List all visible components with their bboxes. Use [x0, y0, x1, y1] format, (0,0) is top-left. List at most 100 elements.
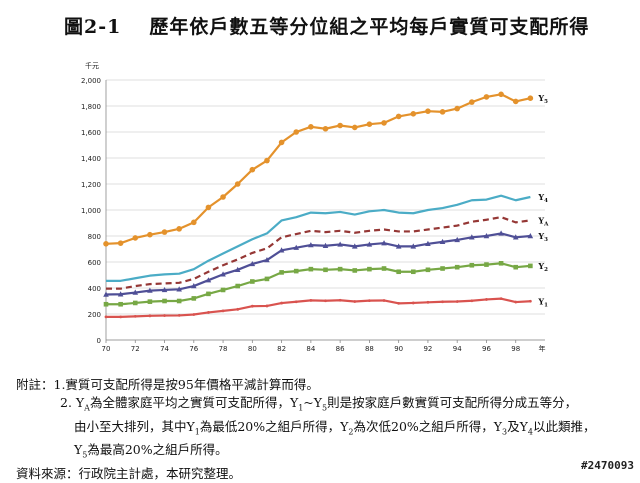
x-tick-label: 94: [453, 345, 462, 353]
note-text: 為次低20%之組戶所得，Y: [353, 418, 503, 434]
note-2-line-2: 由小至大排列，其中Y1為最低20%之組戶所得，Y2為次低20%之組戶所得，Y3及…: [16, 418, 596, 442]
data-point: [455, 300, 459, 303]
data-point: [308, 242, 314, 248]
series-label-subscript: 1: [544, 302, 548, 308]
x-tick-label: 80: [248, 345, 257, 353]
data-point: [514, 300, 518, 304]
data-point: [382, 299, 386, 302]
data-point: [410, 243, 417, 249]
data-point: [119, 315, 123, 319]
series-line-y4: [106, 194, 531, 282]
data-point: [221, 309, 225, 313]
data-point: [454, 264, 460, 270]
data-point: [337, 241, 343, 247]
series-label-y2: Y2: [537, 261, 548, 273]
x-tick-label: 76: [189, 345, 198, 353]
data-point: [528, 263, 533, 269]
x-tick-label: 96: [482, 345, 491, 353]
x-tick-label: 84: [306, 345, 315, 353]
data-point: [163, 314, 166, 317]
data-point: [512, 98, 519, 105]
data-point: [308, 124, 314, 130]
data-point: [381, 120, 387, 126]
x-tick-label: 92: [423, 345, 432, 353]
data-point: [265, 304, 269, 308]
series-label-y4: Y4: [537, 192, 548, 204]
data-point: [235, 283, 240, 289]
y-tick-label: 600: [88, 259, 101, 267]
data-point: [161, 229, 168, 235]
x-tick-label: 90: [394, 345, 403, 353]
data-point: [234, 181, 241, 187]
data-point: [206, 291, 211, 297]
note-sub: 4: [527, 427, 533, 436]
data-point: [498, 91, 504, 98]
data-point: [147, 287, 153, 293]
id-stamp: #2470093: [581, 459, 634, 472]
note-text: Y: [74, 442, 83, 457]
data-point: [483, 233, 490, 239]
data-point: [483, 94, 490, 100]
data-point: [176, 298, 182, 304]
series-label-subscript: 3: [544, 237, 548, 243]
data-point: [264, 257, 270, 263]
chart-notes: 附註：1.實質可支配所得是按95年價格平減計算而得。 2. YA為全體家庭平均之…: [16, 376, 596, 483]
data-point: [498, 230, 504, 236]
data-point: [366, 121, 373, 127]
data-point: [308, 266, 314, 272]
data-point: [528, 299, 532, 303]
data-point: [103, 291, 109, 297]
x-tick-label: 70: [102, 345, 111, 353]
series-line-y2: [106, 262, 531, 306]
source-note: 資料來源：行政院主計處，本研究整理。: [16, 465, 242, 481]
data-point: [426, 300, 430, 304]
note-2-line-1: 2. YA為全體家庭平均之實質可支配所得，Y1~Y5則是按家庭戶數實質可支配所得…: [16, 394, 596, 418]
data-point: [132, 300, 138, 306]
data-point: [469, 262, 475, 268]
data-point: [366, 241, 373, 247]
data-point: [396, 269, 401, 275]
note-1: 附註：1.實質可支配所得是按95年價格平減計算而得。: [16, 377, 319, 392]
series-label-ya: YA: [537, 215, 549, 227]
data-point: [234, 266, 241, 272]
data-point: [454, 236, 460, 243]
series-line-y1: [106, 297, 531, 318]
series-label-y5: Y5: [537, 93, 548, 105]
data-point: [527, 95, 534, 101]
data-point: [439, 238, 446, 245]
note-text: 為最低20%之組戶所得，Y: [199, 418, 349, 434]
data-point: [220, 194, 226, 200]
y-tick-label: 800: [88, 233, 101, 241]
y-tick-label: 1,600: [81, 129, 101, 137]
data-point: [337, 266, 343, 272]
note-2-line-3: Y5為最高20%之組戶所得。: [16, 441, 596, 465]
data-point: [177, 314, 181, 317]
note-sub: 5: [82, 450, 88, 460]
data-point: [220, 271, 226, 277]
x-tick-label: 74: [160, 345, 169, 353]
data-point: [280, 301, 283, 305]
data-point: [191, 296, 197, 301]
y-tick-label: 0: [97, 337, 101, 345]
data-point: [309, 298, 313, 302]
data-point: [469, 99, 475, 105]
data-point: [381, 240, 387, 246]
note-sub: 1: [194, 427, 200, 436]
figure-title-text: 歷年依戶數五等分位組之平均每戶實質可支配所得: [149, 16, 590, 38]
data-point: [498, 261, 504, 266]
note-text: 及Y: [507, 418, 528, 434]
note-text: 則是按家庭戶數實質可支配所得分成五等分，: [327, 395, 578, 410]
data-point: [425, 267, 431, 273]
data-point: [322, 242, 329, 248]
data-point: [470, 299, 474, 303]
data-point: [236, 307, 240, 311]
data-point: [103, 241, 109, 247]
data-point: [118, 301, 123, 307]
series-line-y5: [105, 93, 531, 245]
data-point: [278, 139, 285, 146]
data-point: [293, 268, 299, 274]
x-tick-label: 98: [511, 345, 520, 353]
data-point: [323, 267, 328, 273]
data-point: [249, 166, 256, 173]
data-point: [250, 304, 254, 308]
